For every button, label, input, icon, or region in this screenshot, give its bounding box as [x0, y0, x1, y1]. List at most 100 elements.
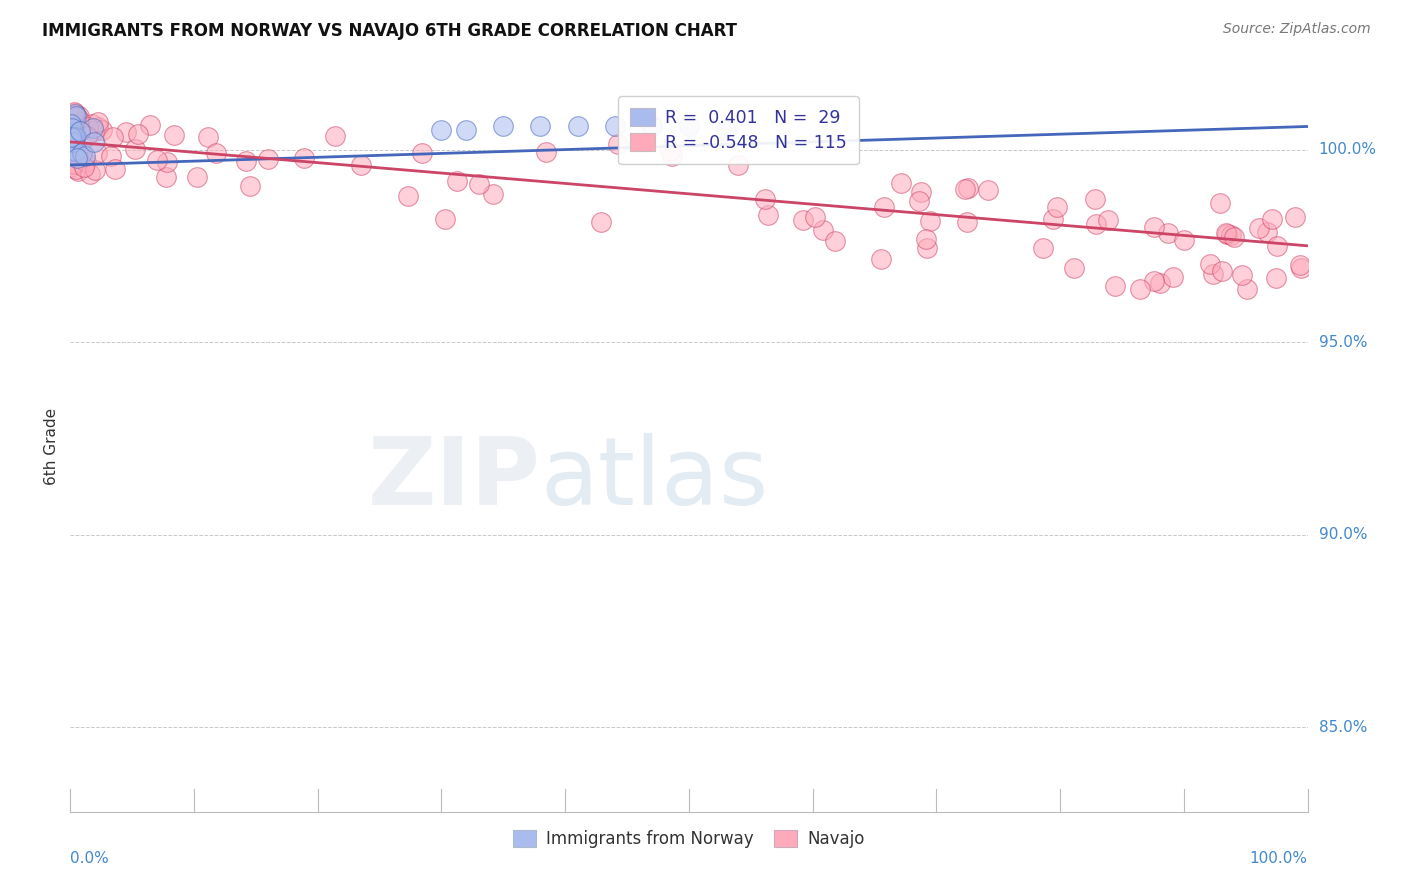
- Point: [83, 135, 105, 149]
- Text: 0.0%: 0.0%: [70, 851, 110, 865]
- Point: [63, 127, 86, 141]
- Point: [69, 124, 91, 138]
- Text: 100.0%: 100.0%: [1319, 142, 1376, 157]
- Text: 95.0%: 95.0%: [1319, 334, 1367, 350]
- Text: atlas: atlas: [540, 433, 769, 524]
- Point: [492, 120, 515, 134]
- Point: [1223, 229, 1246, 244]
- Point: [59, 117, 82, 131]
- Point: [1143, 219, 1166, 234]
- Point: [66, 111, 89, 125]
- Point: [956, 181, 979, 195]
- Point: [72, 150, 94, 164]
- Point: [156, 154, 179, 169]
- Point: [59, 142, 82, 156]
- Point: [66, 163, 89, 178]
- Text: Source: ZipAtlas.com: Source: ZipAtlas.com: [1223, 22, 1371, 37]
- Point: [910, 186, 932, 200]
- Point: [908, 194, 931, 208]
- Point: [446, 174, 468, 188]
- Point: [1157, 227, 1180, 241]
- Point: [1032, 241, 1054, 255]
- Point: [824, 234, 846, 248]
- Point: [91, 123, 114, 137]
- Point: [1085, 217, 1108, 231]
- Text: 100.0%: 100.0%: [1250, 851, 1308, 865]
- Point: [1249, 220, 1271, 235]
- Point: [62, 148, 84, 162]
- Point: [67, 146, 90, 161]
- Text: ZIP: ZIP: [367, 433, 540, 524]
- Point: [349, 158, 371, 172]
- Point: [890, 176, 912, 190]
- Point: [62, 143, 84, 157]
- Point: [63, 106, 86, 120]
- Point: [70, 145, 93, 160]
- Point: [100, 149, 122, 163]
- Point: [60, 161, 83, 175]
- Point: [1264, 271, 1286, 285]
- Point: [60, 120, 83, 135]
- Point: [1211, 264, 1233, 278]
- Point: [66, 117, 89, 131]
- Text: 90.0%: 90.0%: [1319, 527, 1367, 542]
- Point: [1284, 210, 1306, 224]
- Point: [62, 128, 84, 142]
- Point: [63, 106, 86, 120]
- Point: [63, 105, 86, 120]
- Point: [607, 137, 630, 152]
- Point: [86, 145, 108, 160]
- Point: [659, 145, 682, 159]
- Point: [86, 115, 108, 129]
- Point: [1042, 211, 1064, 226]
- Point: [73, 149, 96, 163]
- Point: [1104, 279, 1126, 293]
- Point: [1220, 227, 1243, 242]
- Point: [811, 223, 834, 237]
- Point: [434, 211, 457, 226]
- Point: [1209, 195, 1232, 210]
- Point: [1289, 258, 1312, 272]
- Point: [292, 151, 315, 165]
- Point: [79, 167, 101, 181]
- Text: IMMIGRANTS FROM NORWAY VS NAVAJO 6TH GRADE CORRELATION CHART: IMMIGRANTS FROM NORWAY VS NAVAJO 6TH GRA…: [42, 22, 737, 40]
- Point: [603, 120, 626, 134]
- Point: [661, 149, 683, 163]
- Point: [163, 128, 186, 142]
- Point: [62, 132, 84, 146]
- Point: [792, 212, 814, 227]
- Point: [256, 152, 278, 166]
- Point: [1161, 269, 1184, 284]
- Point: [1291, 260, 1313, 275]
- Point: [70, 119, 93, 133]
- Point: [1216, 227, 1239, 241]
- Point: [155, 169, 177, 184]
- Point: [589, 215, 612, 229]
- Point: [567, 120, 589, 134]
- Point: [1215, 227, 1237, 241]
- Point: [186, 169, 208, 184]
- Point: [641, 120, 664, 134]
- Y-axis label: 6th Grade: 6th Grade: [44, 408, 59, 484]
- Point: [62, 136, 84, 150]
- Point: [456, 123, 478, 137]
- Point: [104, 162, 127, 177]
- Point: [62, 147, 84, 161]
- Point: [396, 189, 419, 203]
- Point: [873, 200, 896, 214]
- Point: [955, 182, 977, 196]
- Point: [139, 118, 162, 132]
- Point: [84, 163, 107, 178]
- Point: [1129, 282, 1152, 296]
- Point: [63, 144, 86, 158]
- Point: [1236, 282, 1258, 296]
- Point: [62, 144, 84, 158]
- Point: [323, 128, 346, 143]
- Point: [1143, 274, 1166, 288]
- Point: [678, 120, 700, 134]
- Point: [76, 128, 98, 143]
- Point: [65, 161, 87, 176]
- Point: [62, 130, 84, 145]
- Point: [756, 209, 779, 223]
- Point: [870, 252, 893, 266]
